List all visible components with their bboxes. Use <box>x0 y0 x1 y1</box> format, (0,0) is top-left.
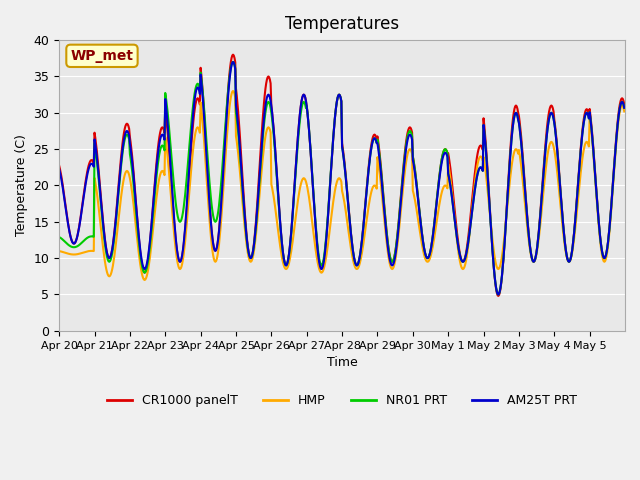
Y-axis label: Temperature (C): Temperature (C) <box>15 134 28 237</box>
AM25T PRT <box>433 203 440 208</box>
HMP <box>620 108 628 114</box>
HMP <box>433 216 441 222</box>
NR01 PRT <box>433 201 440 206</box>
CR1000 panelT <box>229 52 237 58</box>
AM25T PRT <box>254 195 262 201</box>
NR01 PRT <box>55 234 63 240</box>
HMP <box>122 170 129 176</box>
Title: Temperatures: Temperatures <box>285 15 399 33</box>
Line: HMP: HMP <box>59 91 624 280</box>
AM25T PRT <box>229 59 237 65</box>
CR1000 panelT <box>276 210 284 216</box>
AM25T PRT <box>225 79 233 84</box>
CR1000 panelT <box>401 151 408 156</box>
CR1000 panelT <box>225 72 233 78</box>
NR01 PRT <box>401 154 408 159</box>
AM25T PRT <box>495 292 502 298</box>
CR1000 panelT <box>433 201 440 206</box>
HMP <box>401 164 409 169</box>
NR01 PRT <box>225 75 233 81</box>
AM25T PRT <box>122 130 129 136</box>
X-axis label: Time: Time <box>326 356 358 369</box>
NR01 PRT <box>495 292 502 298</box>
AM25T PRT <box>276 210 284 216</box>
HMP <box>141 277 148 283</box>
NR01 PRT <box>229 59 237 65</box>
Legend: CR1000 panelT, HMP, NR01 PRT, AM25T PRT: CR1000 panelT, HMP, NR01 PRT, AM25T PRT <box>102 389 582 412</box>
CR1000 panelT <box>55 163 63 168</box>
CR1000 panelT <box>254 188 262 194</box>
CR1000 panelT <box>495 293 502 299</box>
CR1000 panelT <box>620 101 628 107</box>
HMP <box>55 248 63 254</box>
HMP <box>255 201 262 206</box>
NR01 PRT <box>254 197 262 203</box>
Text: WP_met: WP_met <box>70 49 134 63</box>
CR1000 panelT <box>122 123 129 129</box>
HMP <box>276 243 284 249</box>
Line: NR01 PRT: NR01 PRT <box>59 62 624 295</box>
NR01 PRT <box>620 105 628 111</box>
Line: AM25T PRT: AM25T PRT <box>59 62 624 295</box>
AM25T PRT <box>620 105 628 111</box>
AM25T PRT <box>401 157 408 163</box>
NR01 PRT <box>122 134 129 140</box>
HMP <box>229 88 237 94</box>
Line: CR1000 panelT: CR1000 panelT <box>59 55 624 296</box>
AM25T PRT <box>55 166 63 172</box>
NR01 PRT <box>276 212 284 218</box>
HMP <box>227 99 234 105</box>
